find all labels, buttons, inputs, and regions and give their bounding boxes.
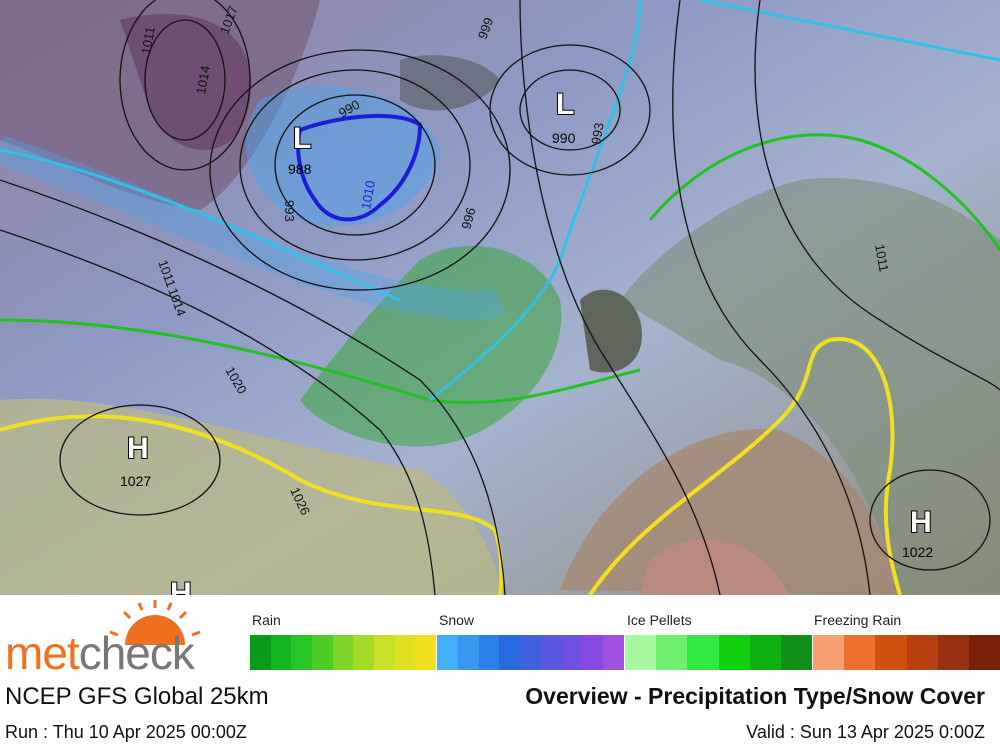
isobar-label: 1011 — [138, 25, 158, 55]
logo: metcheck — [5, 626, 195, 680]
weather-map: 1011 1014 1017 990 999 993 993 996 1010 … — [0, 0, 1000, 595]
isobar — [519, 0, 721, 595]
yellow-contour — [588, 337, 902, 595]
low-value: 990 — [552, 130, 576, 146]
high-value: 1027 — [120, 473, 151, 489]
isobar-label: 999 — [475, 16, 497, 42]
legend-label: Snow — [439, 612, 475, 628]
isobar — [119, 0, 251, 171]
high-symbol: H — [170, 577, 192, 595]
low-symbol: L — [293, 122, 311, 155]
isobar — [672, 0, 871, 595]
isobar-label: 993 — [282, 200, 297, 222]
isobar — [274, 94, 436, 236]
cyan-contour — [0, 0, 1000, 402]
isobar-label: 993 — [588, 122, 607, 146]
isobar — [59, 404, 221, 516]
isobar-labels: 1011 1014 1017 990 999 993 993 996 1010 … — [138, 4, 891, 518]
logo-check: check — [78, 627, 195, 679]
isobar — [239, 69, 471, 261]
british-isles — [580, 289, 642, 373]
isobar — [209, 49, 511, 291]
iceland — [400, 55, 500, 111]
warm-area — [640, 538, 790, 595]
isobar — [0, 229, 436, 595]
ice-pellet-swatches — [625, 635, 813, 670]
isobar — [489, 44, 651, 176]
freezing-line — [296, 113, 423, 222]
isobar-label: 1010 — [358, 179, 378, 210]
isobar-label: 996 — [458, 206, 478, 231]
low-value: 988 — [288, 161, 312, 177]
iberia-med-area — [560, 428, 900, 595]
isobar-label: 1014 — [193, 64, 213, 95]
rain-swatches — [250, 635, 437, 670]
logo-met: met — [5, 627, 80, 679]
isobar — [0, 179, 506, 595]
green-contour — [0, 133, 1000, 405]
run-time: Run : Thu 10 Apr 2025 00:00Z — [5, 722, 247, 742]
snow-area — [245, 86, 440, 227]
isobar — [144, 19, 226, 141]
isobars — [0, 0, 1000, 595]
high-symbol: H — [127, 432, 149, 465]
chart-title: Overview - Precipitation Type/Snow Cover — [525, 683, 985, 709]
pressure-centers: L 988 L 990 H 1027 H 1022 H — [120, 87, 933, 595]
snow-swatches — [437, 635, 625, 670]
azores-high-area — [0, 398, 500, 595]
legend-label: Ice Pellets — [627, 612, 692, 628]
freezing-rain-swatches — [813, 635, 1000, 670]
high-value: 1022 — [902, 544, 933, 560]
isobar — [869, 469, 991, 571]
model-name: NCEP GFS Global 25km — [5, 683, 269, 710]
rain-band — [300, 245, 562, 447]
low-symbol: L — [556, 88, 574, 121]
valid-time: Valid : Sun 13 Apr 2025 0:00Z — [746, 722, 985, 742]
isobar — [519, 69, 621, 151]
isobar — [754, 0, 1000, 391]
europe-land — [620, 178, 1000, 595]
legend-label: Rain — [252, 612, 281, 628]
high-symbol: H — [910, 506, 932, 539]
logo-sun — [109, 600, 201, 645]
snow-band — [0, 135, 507, 321]
legend-label: Freezing Rain — [814, 612, 902, 628]
isobar-label: 1011 — [872, 243, 892, 273]
